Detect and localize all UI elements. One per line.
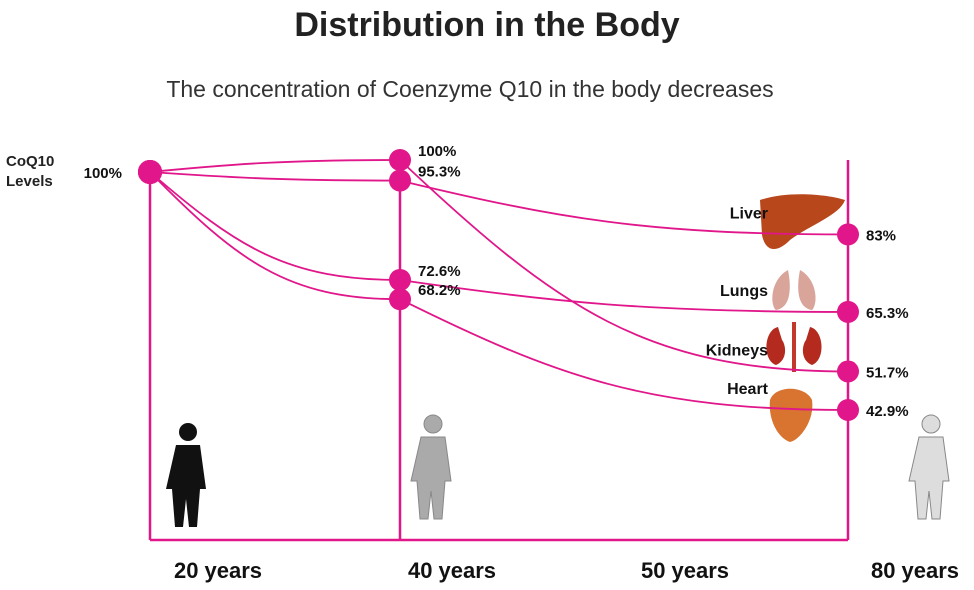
data-label: 42.9%: [866, 403, 909, 420]
data-label: 51.7%: [866, 364, 909, 381]
heart-icon: [769, 388, 813, 442]
x-tick-label: 20 years: [174, 558, 262, 583]
series-line: [399, 279, 849, 313]
data-label: 95.3%: [418, 164, 461, 181]
figure-40: [423, 414, 443, 434]
data-label: 65.3%: [866, 305, 909, 322]
figure-80: [921, 414, 941, 434]
data-point: [837, 300, 859, 323]
legend-label: Kidneys: [706, 343, 768, 360]
data-point: [389, 268, 411, 291]
series-line: [399, 159, 849, 373]
figures: [166, 423, 206, 527]
legend-label: Heart: [727, 381, 769, 398]
data-point: [389, 149, 411, 171]
legend-label: Lungs: [720, 283, 768, 300]
figure-20-body: [166, 445, 206, 527]
data-label: 100%: [84, 165, 122, 182]
liver-icon: [760, 194, 845, 250]
data-label: 68.2%: [418, 282, 461, 299]
series-line: [149, 171, 401, 301]
figure-80-body: [908, 436, 950, 520]
data-label: 83%: [866, 227, 896, 244]
figure-40-body: [410, 436, 452, 520]
x-tick-label: 80 years: [871, 558, 959, 583]
lungs-icon: [772, 270, 816, 310]
organ-icons: [760, 194, 845, 442]
series-line: [149, 159, 401, 173]
legend-label: Liver: [730, 206, 768, 223]
x-tick-label: 40 years: [408, 558, 496, 583]
data-point: [389, 169, 411, 192]
data-point: [389, 288, 411, 311]
y-axis-label: CoQ10 Levels: [6, 153, 55, 190]
x-tick-label: 50 years: [641, 558, 729, 583]
series-line: [399, 298, 849, 411]
series-line: [149, 171, 401, 182]
data-point: [138, 160, 162, 184]
series-line: [399, 179, 849, 236]
data-point: [837, 360, 859, 383]
data-label: 72.6%: [418, 263, 461, 280]
data-point: [837, 399, 859, 421]
series-line: [149, 171, 401, 281]
kidneys-icon: [766, 327, 822, 365]
figure-20: [179, 423, 197, 441]
data-point: [837, 223, 859, 246]
chart-title: Distribution in the Body: [294, 6, 680, 44]
data-label: 100%: [418, 143, 456, 160]
chart-subtitle: The concentration of Coenzyme Q10 in the…: [166, 76, 774, 102]
